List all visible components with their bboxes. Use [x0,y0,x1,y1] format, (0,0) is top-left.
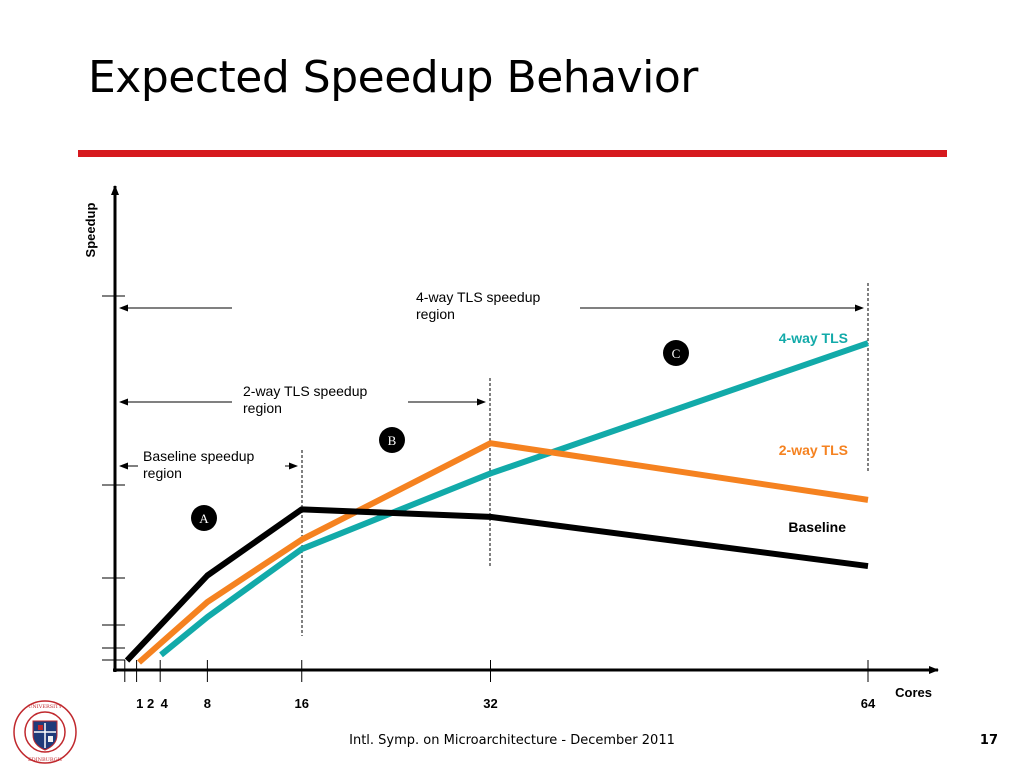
marker-a-label: A [199,511,209,526]
x-tick-label: 2 [147,696,154,711]
series-line-4-way-tls [159,340,869,658]
marker-a: A [191,505,217,531]
series-line-2-way-tls [137,440,869,665]
y-axis-label: Speedup [83,202,98,257]
university-seal-logo: UNIVERSITY EDINBURGH [13,700,77,764]
x-tick-label: 64 [861,696,876,711]
svg-text:UNIVERSITY: UNIVERSITY [28,704,62,710]
slide-title: Expected Speedup Behavior [88,52,698,103]
marker-c: C [663,340,689,366]
x-tick-label: 32 [483,696,497,711]
series-line-baseline [124,506,869,663]
series-label-4way: 4-way TLS [779,330,848,346]
series-lines [124,340,869,665]
series-label-2way: 2-way TLS [779,442,848,458]
page-number: 17 [979,733,998,748]
title-rule [78,150,947,157]
x-tick-label: 4 [161,696,169,711]
region-label-baseline: Baseline speedup region [143,448,255,481]
footer-text: Intl. Symp. on Microarchitecture - Decem… [349,733,675,748]
marker-b-label: B [388,433,397,448]
svg-text:EDINBURGH: EDINBURGH [28,757,63,763]
region-label-4way: 4-way TLS speedup region [416,289,540,322]
marker-b: B [379,427,405,453]
marker-c-label: C [672,346,681,361]
x-axis-label: Cores [895,685,932,700]
x-tick-label: 1 [136,696,143,711]
region-label-2way: 2-way TLS speedup region [243,383,367,416]
series-label-baseline: Baseline [788,519,846,535]
region-arrows [119,304,864,470]
y-ticks [102,295,125,661]
x-ticks: 1 2 4 8 16 32 64 [124,660,876,711]
x-tick-label: 16 [295,696,309,711]
x-tick-label: 8 [204,696,211,711]
